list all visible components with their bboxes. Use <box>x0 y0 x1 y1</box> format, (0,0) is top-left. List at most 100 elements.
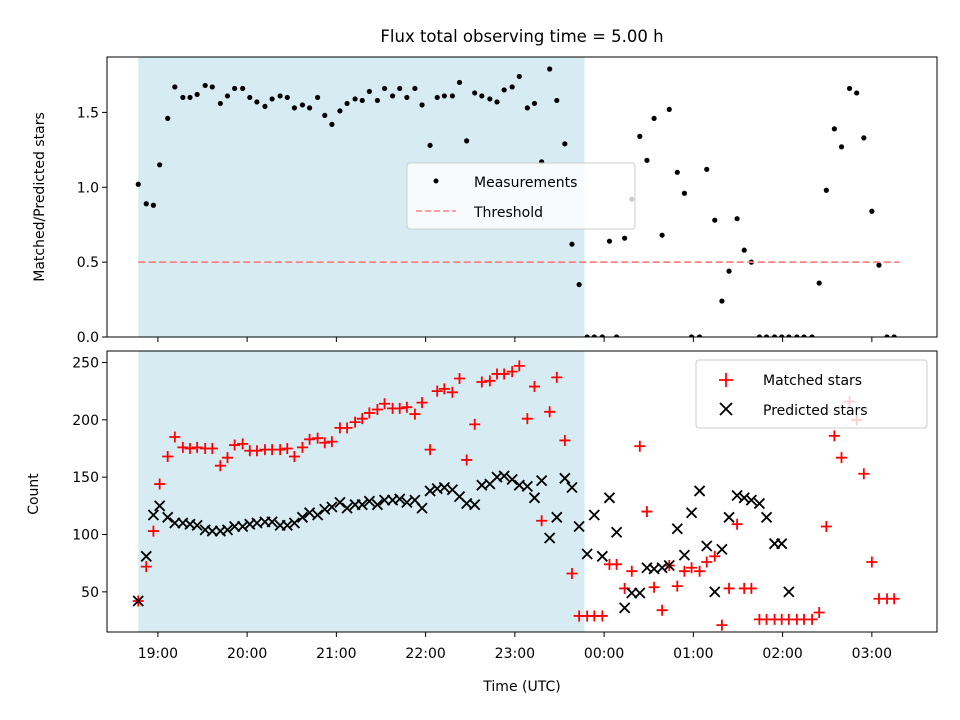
measurement-point <box>651 115 657 121</box>
measurement-point <box>659 232 665 238</box>
measurement-point <box>217 100 223 107</box>
measurement-point <box>232 85 238 92</box>
matched-star-point <box>394 402 406 414</box>
legend-matched-label: Matched stars <box>763 373 862 389</box>
matched-star-point <box>147 525 159 537</box>
matched-star-point <box>469 418 481 430</box>
predicted-star-point <box>634 587 646 599</box>
top-y-tick-label: 1.0 <box>77 180 99 196</box>
predicted-star-point <box>469 499 481 511</box>
measurement-point <box>712 217 718 223</box>
measurement-point <box>688 334 695 337</box>
matched-star-point <box>513 360 525 372</box>
predicted-star-point <box>140 550 152 562</box>
predicted-star-point <box>618 602 631 614</box>
measurement-point <box>674 169 680 175</box>
matched-star-point <box>140 561 152 573</box>
matched-star-point <box>251 445 263 457</box>
matched-star-point <box>694 565 706 577</box>
predicted-star-point <box>723 511 735 523</box>
matched-star-point <box>559 434 571 446</box>
predicted-star-point <box>281 519 293 531</box>
measurement-point <box>397 85 403 92</box>
predicted-star-point <box>311 509 324 521</box>
predicted-star-point <box>731 489 743 502</box>
predicted-star-point <box>685 507 698 519</box>
matched-star-point <box>641 506 653 518</box>
predicted-star-point <box>671 523 683 535</box>
matched-star-point <box>341 422 353 434</box>
measurement-point <box>381 85 388 92</box>
predicted-star-point <box>438 481 450 494</box>
matched-star-point <box>626 565 638 577</box>
measurement-point <box>150 202 157 208</box>
measurement-point <box>501 87 507 93</box>
matched-star-point <box>686 562 698 574</box>
matched-star-point <box>169 431 181 443</box>
measurement-point <box>599 334 605 337</box>
matched-star-point <box>596 610 608 622</box>
predicted-star-point <box>521 480 533 492</box>
measurement-point <box>509 84 515 90</box>
matched-star-point <box>206 442 218 454</box>
matched-star-point <box>866 556 878 568</box>
measurement-point <box>614 334 620 337</box>
matched-star-point <box>828 430 840 442</box>
predicted-star-point <box>266 516 278 528</box>
matched-star-point <box>836 452 848 464</box>
x-tick-label: 19:00 <box>138 646 178 662</box>
x-tick-label: 21:00 <box>316 646 356 662</box>
measurement-point <box>366 88 372 95</box>
matched-star-point <box>461 454 473 466</box>
matched-star-point <box>745 582 757 594</box>
matched-star-point <box>806 613 818 625</box>
predicted-star-point <box>371 499 384 511</box>
predicted-star-point <box>693 485 706 497</box>
predicted-star-point <box>356 499 368 511</box>
x-tick-label: 00:00 <box>584 646 624 662</box>
predicted-star-point <box>626 587 638 599</box>
matched-star-point <box>678 565 690 577</box>
measurement-point <box>591 334 597 337</box>
measurement-point <box>389 93 396 99</box>
x-tick-label: 20:00 <box>227 646 267 662</box>
measurement-point <box>816 280 822 286</box>
legend-matched-marker <box>719 373 733 387</box>
matched-star-point <box>177 441 189 453</box>
measurement-point <box>838 144 845 150</box>
measurement-point <box>419 102 425 108</box>
matched-star-point <box>326 436 338 448</box>
measurement-point <box>194 91 200 98</box>
predicted-star-point <box>709 586 721 598</box>
matched-star-point <box>184 442 196 454</box>
predicted-star-point <box>535 474 548 487</box>
predicted-star-point <box>603 492 616 504</box>
x-tick-label: 02:00 <box>762 646 802 662</box>
top-panel: 0.0 0.5 1.0 1.5 Matched/Predicted stars Mea… <box>32 56 938 346</box>
measurement-point <box>861 135 867 141</box>
predicted-star-point <box>191 519 203 531</box>
measurement-point <box>359 97 365 104</box>
predicted-star-point <box>334 496 346 509</box>
measurement-point <box>344 100 350 107</box>
matched-star-point <box>536 515 548 527</box>
predicted-star-point <box>760 511 773 523</box>
measurement-point <box>479 93 485 99</box>
predicted-star-point <box>288 517 301 529</box>
x-tick-label: 03:00 <box>852 646 892 662</box>
matched-star-point <box>296 441 308 453</box>
x-tick-label: 23:00 <box>495 646 535 662</box>
matched-star-point <box>611 558 623 570</box>
matched-star-point <box>498 368 510 380</box>
predicted-star-point <box>296 511 309 523</box>
matched-star-point <box>431 385 443 397</box>
top-panel-y-axis-label: Matched/Predicted stars <box>32 112 48 282</box>
measurement-point <box>666 106 672 113</box>
matched-star-point <box>312 432 324 444</box>
measurement-point <box>547 66 553 72</box>
matched-star-point <box>363 407 375 419</box>
bottom-y-tick-label: 250 <box>72 355 99 371</box>
matched-star-point <box>723 582 735 594</box>
predicted-star-point <box>678 549 691 561</box>
matched-star-point <box>656 604 668 616</box>
